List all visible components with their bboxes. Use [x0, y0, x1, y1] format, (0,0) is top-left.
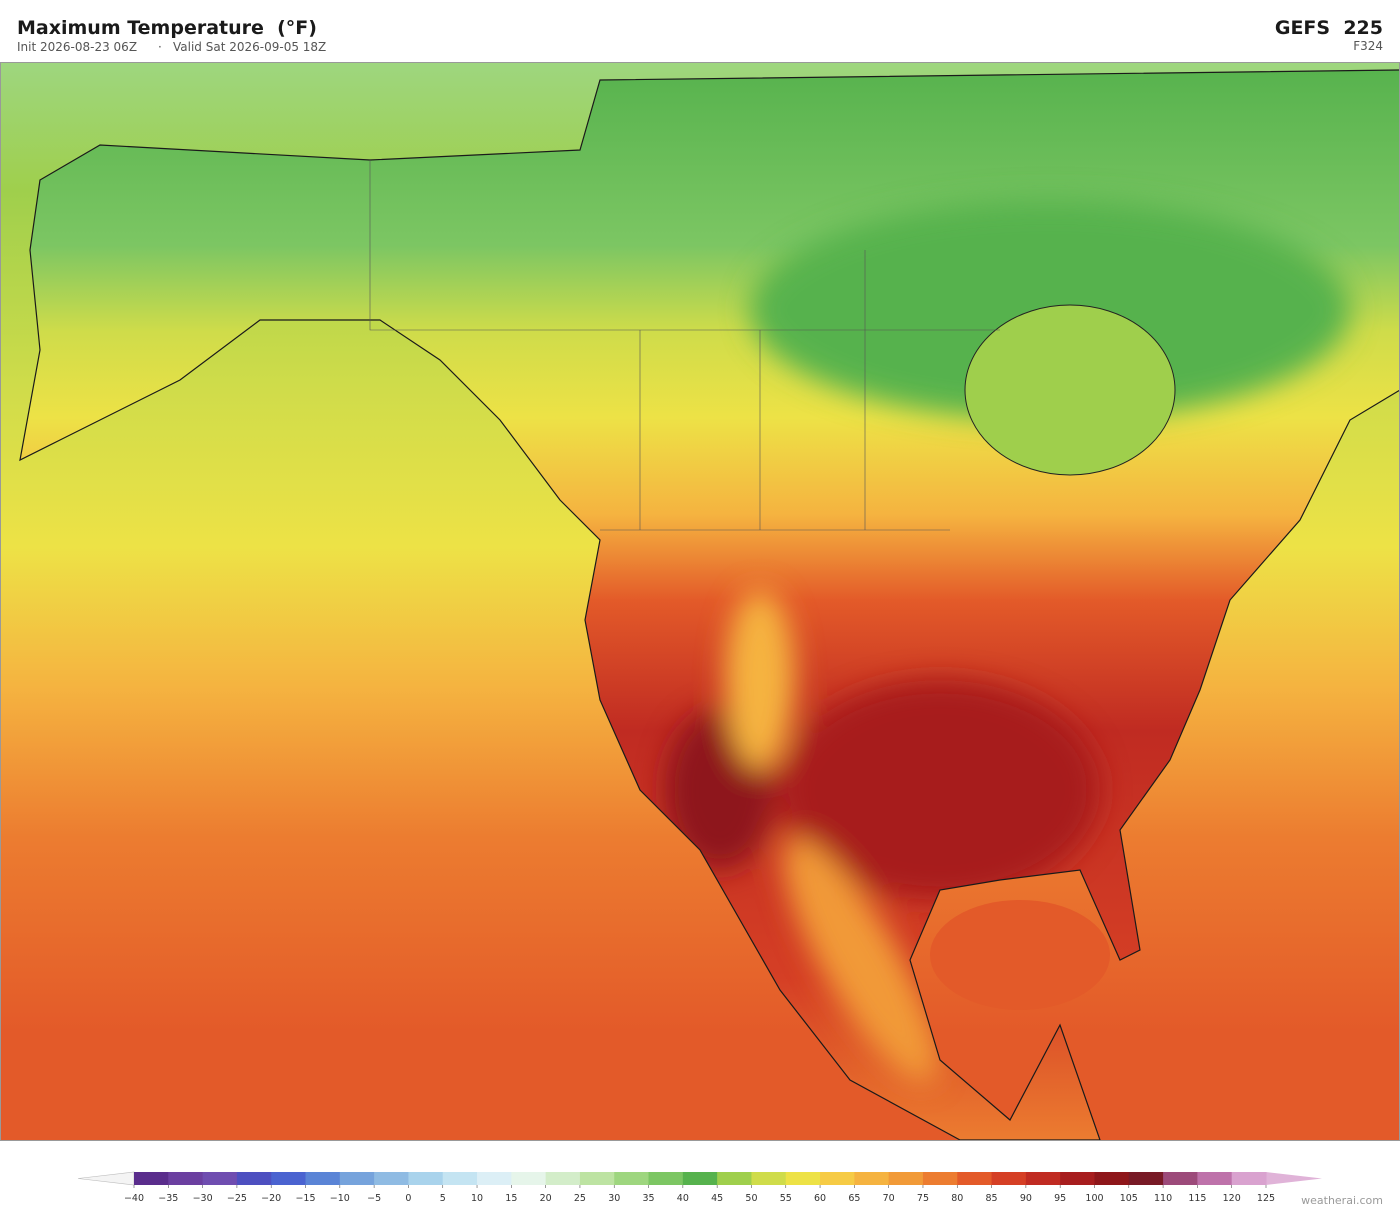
- colorbar-tick-label: 75: [917, 1193, 929, 1204]
- watermark: weatherai.com: [1301, 1194, 1383, 1207]
- colorbar-box: [1094, 1172, 1130, 1185]
- colorbar-box: [305, 1172, 341, 1185]
- colorbar-tick-label: 30: [608, 1193, 620, 1204]
- colorbar-tick-label: 10: [471, 1193, 483, 1204]
- colorbar-box: [339, 1172, 375, 1185]
- valid-time: Valid Sat 2026-09-05 18Z: [173, 40, 326, 54]
- colorbar-box: [271, 1172, 307, 1185]
- colorbar-box: [854, 1172, 890, 1185]
- colorbar-box: [648, 1172, 684, 1185]
- colorbar-box: [579, 1172, 615, 1185]
- colorbar-tick-label: −15: [295, 1193, 315, 1204]
- header-bg: [0, 0, 1400, 62]
- colorbar-box: [477, 1172, 512, 1185]
- colorbar-tick-label: 20: [540, 1193, 552, 1204]
- colorbar-tick-label: 40: [677, 1193, 689, 1204]
- colorbar-tick-label: 15: [505, 1193, 517, 1204]
- colorbar-box: [202, 1172, 238, 1185]
- colorbar-tick-label: 120: [1223, 1193, 1241, 1204]
- colorbar-box: [168, 1172, 204, 1185]
- colorbar-tick-label: −10: [330, 1193, 350, 1204]
- colorbar-tick-label: 60: [814, 1193, 826, 1204]
- colorbar-over: [1266, 1172, 1322, 1185]
- gulf: [930, 900, 1110, 1010]
- colorbar-tick-label: 45: [711, 1193, 723, 1204]
- colorbar-box: [751, 1172, 787, 1185]
- colorbar-box: [682, 1172, 718, 1185]
- colorbar-tick-label: 105: [1120, 1193, 1138, 1204]
- colorbar-tick-label: 100: [1085, 1193, 1103, 1204]
- hudson-bay: [964, 304, 1176, 476]
- heat-core: [780, 680, 1100, 900]
- colorbar-box: [1197, 1172, 1233, 1185]
- colorbar-tick-label: 55: [780, 1193, 792, 1204]
- colorbar-tick-label: 95: [1054, 1193, 1066, 1204]
- colorbar-tick-label: −30: [193, 1193, 213, 1204]
- colorbar-box: [545, 1172, 581, 1185]
- colorbar-box: [442, 1172, 478, 1185]
- colorbar-under: [77, 1171, 135, 1186]
- colorbar-tick-label: 125: [1257, 1193, 1275, 1204]
- colorbar-tick-label: 65: [848, 1193, 860, 1204]
- borders: [369, 160, 1000, 531]
- rockies: [725, 590, 795, 770]
- colorbar-box: [957, 1172, 993, 1185]
- colorbar-tick-label: 80: [951, 1193, 963, 1204]
- colorbar-box: [1163, 1172, 1198, 1185]
- colorbar-box: [991, 1172, 1027, 1185]
- forecast-hour: F324: [1353, 39, 1383, 53]
- model-name: GEFS 225: [1275, 17, 1383, 39]
- separator: ·: [158, 40, 162, 54]
- colorbar-box: [820, 1172, 855, 1185]
- plateau: [782, 837, 938, 1083]
- colorbar-tick-label: 85: [986, 1193, 998, 1204]
- colorbar-box: [717, 1172, 752, 1185]
- colorbar-box: [785, 1172, 821, 1185]
- colorbar-box: [236, 1172, 272, 1185]
- colorbar-box: [374, 1172, 409, 1185]
- colorbar-tick-label: 70: [883, 1193, 895, 1204]
- colorbar-tick-label: −40: [124, 1193, 144, 1204]
- colorbar-box: [1060, 1172, 1095, 1185]
- colorbar-tick-label: 35: [642, 1193, 654, 1204]
- colorbar-tick-label: −25: [227, 1193, 247, 1204]
- colorbar-tick-label: −20: [261, 1193, 281, 1204]
- colorbar-box: [511, 1172, 547, 1185]
- colorbar-tick-label: 50: [745, 1193, 757, 1204]
- colorbar-box: [1231, 1172, 1267, 1185]
- colorbar-box: [922, 1172, 958, 1185]
- colorbar-box: [1128, 1172, 1164, 1185]
- colorbar-tick-label: −35: [158, 1193, 178, 1204]
- colorbar-box: [408, 1172, 444, 1185]
- colorbar-tick-label: 5: [440, 1193, 446, 1204]
- colorbar-tick-label: 25: [574, 1193, 586, 1204]
- colorbar-tick-label: 115: [1188, 1193, 1206, 1204]
- colorbar-box: [1025, 1172, 1061, 1185]
- colorbar: −40 −35 −30 −25 −20 −15 −10 −5 0 5 10 15 20 25 30 35 40 4…: [77, 1171, 1322, 1204]
- init-time: Init 2026-08-23 06Z: [17, 40, 137, 54]
- colorbar-tick-label: 110: [1154, 1193, 1172, 1204]
- colorbar-tick-label: −5: [367, 1193, 381, 1204]
- colorbar-tick-label: 90: [1020, 1193, 1032, 1204]
- map: [0, 62, 1400, 1140]
- colorbar-box: [134, 1172, 169, 1185]
- colorbar-box: [614, 1172, 650, 1185]
- colorbar-tick-label: 0: [405, 1193, 411, 1204]
- map-title: Maximum Temperature (°F): [17, 17, 317, 39]
- colorbar-box: [888, 1172, 924, 1185]
